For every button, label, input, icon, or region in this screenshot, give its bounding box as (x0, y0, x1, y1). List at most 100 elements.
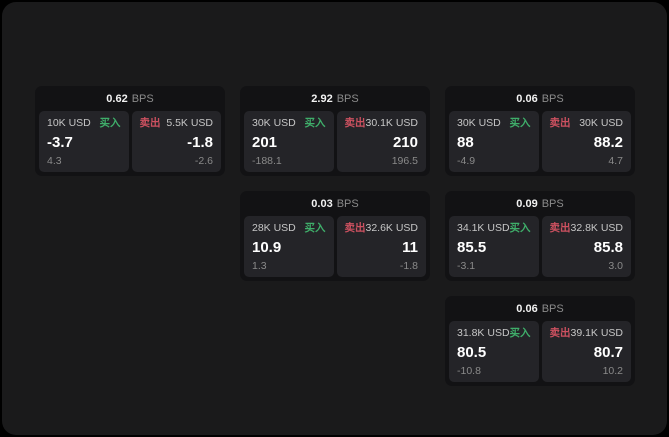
buy-size-label: 31.8K USD (457, 327, 510, 339)
buy-size-label: 10K USD (47, 117, 91, 129)
quote-card: 2.92 BPS 30K USD 买入 201 -188.1 卖出 30.1K … (240, 86, 430, 176)
quote-panels: 28K USD 买入 10.9 1.3 卖出 32.6K USD 11 -1.8 (244, 216, 426, 277)
quote-panels: 10K USD 买入 -3.7 4.3 卖出 5.5K USD -1.8 -2.… (39, 111, 221, 172)
sell-price: 88.2 (593, 133, 623, 151)
buy-size-label: 30K USD (457, 117, 501, 129)
quote-card: 0.62 BPS 10K USD 买入 -3.7 4.3 卖出 5.5K USD (35, 86, 225, 176)
quote-panels: 30K USD 买入 201 -188.1 卖出 30.1K USD 210 1… (244, 111, 426, 172)
buy-quote-tile[interactable]: 31.8K USD 买入 80.5 -10.8 (449, 321, 539, 382)
spread-value: 0.06 (516, 93, 538, 105)
spread-header: 0.09 BPS (449, 196, 631, 213)
sell-quote-tile[interactable]: 卖出 30.1K USD 210 196.5 (336, 111, 426, 172)
sell-quote-tile[interactable]: 卖出 39.1K USD 80.7 10.2 (541, 321, 631, 382)
sell-price: 85.8 (593, 238, 623, 256)
sell-label-row: 卖出 30.1K USD (345, 117, 419, 129)
spread-unit: BPS (131, 93, 154, 105)
buy-price: -3.7 (47, 133, 73, 151)
spread-header: 0.03 BPS (244, 196, 426, 213)
buy-label-row: 31.8K USD 买入 (457, 327, 531, 339)
spread-header: 0.06 BPS (449, 91, 631, 108)
sell-quote-tile[interactable]: 卖出 32.8K USD 85.8 3.0 (541, 216, 631, 277)
sell-size-label: 30K USD (579, 117, 623, 129)
quote-board: 0.62 BPS 10K USD 买入 -3.7 4.3 卖出 5.5K USD (35, 86, 635, 386)
sell-label-row: 卖出 5.5K USD (140, 117, 214, 129)
buy-label-row: 34.1K USD 买入 (457, 222, 531, 234)
buy-side-label: 买入 (509, 327, 531, 339)
sell-price: 11 (402, 238, 418, 256)
buy-side-label: 买入 (304, 117, 326, 129)
sell-price: -1.8 (187, 133, 213, 151)
sell-size-label: 32.8K USD (570, 222, 624, 234)
buy-quote-tile[interactable]: 34.1K USD 买入 85.5 -3.1 (449, 216, 539, 277)
quote-card: 0.03 BPS 28K USD 买入 10.9 1.3 卖出 32.6K US… (240, 191, 430, 281)
spread-unit: BPS (541, 303, 564, 315)
sell-change: 3.0 (608, 260, 623, 272)
spread-value: 0.62 (106, 93, 128, 105)
sell-label-row: 卖出 30K USD (550, 117, 624, 129)
spread-value: 0.06 (516, 303, 538, 315)
sell-label-row: 卖出 32.6K USD (345, 222, 419, 234)
sell-change: 196.5 (391, 155, 418, 167)
buy-change: 1.3 (252, 260, 267, 272)
buy-label-row: 30K USD 买入 (252, 117, 326, 129)
buy-change: -3.1 (457, 260, 476, 272)
sell-side-label: 卖出 (344, 222, 366, 234)
spread-unit: BPS (336, 93, 359, 105)
buy-change: -188.1 (252, 155, 282, 167)
buy-quote-tile[interactable]: 28K USD 买入 10.9 1.3 (244, 216, 334, 277)
spread-header: 2.92 BPS (244, 91, 426, 108)
sell-price: 80.7 (593, 343, 623, 361)
quote-card: 0.09 BPS 34.1K USD 买入 85.5 -3.1 卖出 32.8K… (445, 191, 635, 281)
quote-card: 0.06 BPS 31.8K USD 买入 80.5 -10.8 卖出 39.1… (445, 296, 635, 386)
buy-price: 88 (457, 133, 474, 151)
buy-label-row: 28K USD 买入 (252, 222, 326, 234)
spread-unit: BPS (541, 198, 564, 210)
quote-panels: 31.8K USD 买入 80.5 -10.8 卖出 39.1K USD 80.… (449, 321, 631, 382)
sell-change: 4.7 (608, 155, 623, 167)
buy-change: -4.9 (457, 155, 476, 167)
sell-side-label: 卖出 (139, 117, 161, 129)
spread-header: 0.62 BPS (39, 91, 221, 108)
buy-quote-tile[interactable]: 30K USD 买入 201 -188.1 (244, 111, 334, 172)
buy-size-label: 30K USD (252, 117, 296, 129)
buy-side-label: 买入 (304, 222, 326, 234)
buy-price: 201 (252, 133, 278, 151)
quote-panels: 34.1K USD 买入 85.5 -3.1 卖出 32.8K USD 85.8… (449, 216, 631, 277)
spread-unit: BPS (336, 198, 359, 210)
spread-header: 0.06 BPS (449, 301, 631, 318)
sell-size-label: 5.5K USD (166, 117, 213, 129)
buy-change: 4.3 (47, 155, 62, 167)
sell-size-label: 30.1K USD (365, 117, 419, 129)
buy-size-label: 34.1K USD (457, 222, 510, 234)
quote-card: 0.06 BPS 30K USD 买入 88 -4.9 卖出 30K USD (445, 86, 635, 176)
sell-label-row: 卖出 32.8K USD (550, 222, 624, 234)
buy-side-label: 买入 (509, 117, 531, 129)
buy-quote-tile[interactable]: 10K USD 买入 -3.7 4.3 (39, 111, 129, 172)
buy-side-label: 买入 (509, 222, 531, 234)
buy-label-row: 10K USD 买入 (47, 117, 121, 129)
sell-change: -2.6 (194, 155, 213, 167)
sell-side-label: 卖出 (344, 117, 366, 129)
spread-value: 0.09 (516, 198, 538, 210)
buy-side-label: 买入 (99, 117, 121, 129)
sell-side-label: 卖出 (549, 327, 571, 339)
buy-size-label: 28K USD (252, 222, 296, 234)
buy-change: -10.8 (457, 365, 481, 377)
sell-quote-tile[interactable]: 卖出 5.5K USD -1.8 -2.6 (131, 111, 221, 172)
sell-quote-tile[interactable]: 卖出 30K USD 88.2 4.7 (541, 111, 631, 172)
sell-size-label: 39.1K USD (570, 327, 624, 339)
buy-price: 10.9 (252, 238, 282, 256)
sell-change: -1.8 (399, 260, 418, 272)
buy-quote-tile[interactable]: 30K USD 买入 88 -4.9 (449, 111, 539, 172)
sell-size-label: 32.6K USD (365, 222, 419, 234)
buy-price: 85.5 (457, 238, 487, 256)
sell-label-row: 卖出 39.1K USD (550, 327, 624, 339)
sell-side-label: 卖出 (549, 222, 571, 234)
sell-quote-tile[interactable]: 卖出 32.6K USD 11 -1.8 (336, 216, 426, 277)
sell-price: 210 (392, 133, 418, 151)
sell-change: 10.2 (602, 365, 623, 377)
sell-side-label: 卖出 (549, 117, 571, 129)
quote-panels: 30K USD 买入 88 -4.9 卖出 30K USD 88.2 4.7 (449, 111, 631, 172)
spread-value: 0.03 (311, 198, 333, 210)
